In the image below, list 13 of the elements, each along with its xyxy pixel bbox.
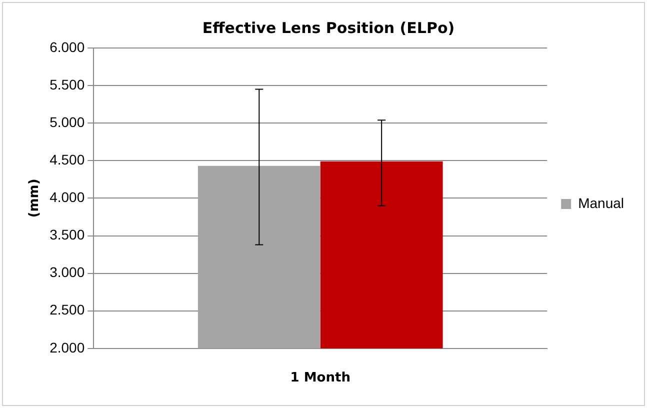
y-axis-title: (mm)	[27, 178, 42, 218]
legend-label: Manual	[578, 194, 624, 211]
y-tick-label: 2.500	[50, 302, 85, 318]
y-tick-label: 5.500	[50, 76, 85, 92]
chart-title: Effective Lens Position (ELPo)	[202, 18, 455, 37]
x-tick-label: 1 Month	[290, 370, 350, 386]
y-tick-label: 4.000	[50, 189, 85, 206]
y-tick-label: 6.000	[50, 38, 85, 55]
y-tick-label: 3.500	[50, 226, 85, 243]
y-tick-label: 4.500	[50, 152, 85, 168]
y-tick-label: 5.000	[50, 114, 85, 130]
y-tick-label: 2.000	[50, 339, 85, 356]
y-tick-label: 3.000	[50, 264, 85, 280]
